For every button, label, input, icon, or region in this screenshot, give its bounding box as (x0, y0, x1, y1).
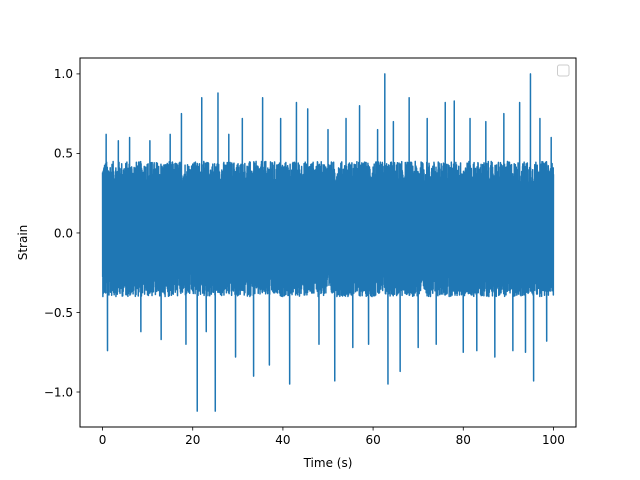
signal-layer (101, 73, 555, 412)
x-tick-label: 20 (185, 433, 200, 447)
axes-frame (79, 57, 577, 428)
x-tick-label: 80 (456, 433, 471, 447)
x-tick-label: 100 (542, 433, 565, 447)
y-tick-label: 0.0 (54, 226, 73, 240)
y-tick-label: 0.5 (54, 147, 73, 161)
y-axis-label: Strain (16, 225, 30, 261)
strain-series-line (101, 73, 555, 412)
y-ticks: −1.0 −0.5 0.0 0.5 1.0 (44, 67, 80, 399)
x-tick-label: 40 (275, 433, 290, 447)
x-tick-label: 60 (365, 433, 380, 447)
x-axis-label: Time (s) (303, 456, 353, 470)
y-tick-label: −0.5 (44, 306, 73, 320)
y-tick-label: 1.0 (54, 67, 73, 81)
x-tick-label: 0 (99, 433, 107, 447)
x-ticks: 0 20 40 60 80 100 (99, 427, 565, 447)
y-tick-label: −1.0 (44, 385, 73, 399)
legend-box (557, 64, 570, 77)
